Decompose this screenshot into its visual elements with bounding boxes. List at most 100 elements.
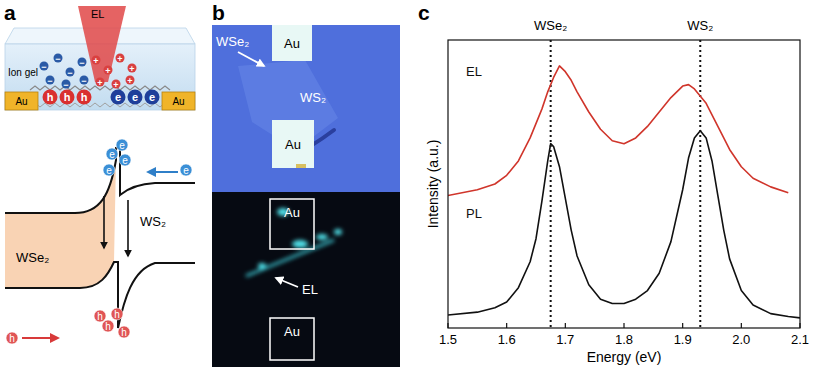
x-tick xyxy=(506,323,507,328)
anion xyxy=(66,68,75,77)
hole-label: h xyxy=(114,309,120,320)
x-tick-label: 1.6 xyxy=(498,332,516,347)
electron-label: e xyxy=(109,149,115,160)
electrode xyxy=(272,120,314,168)
x-axis-label: Energy (eV) xyxy=(587,349,662,365)
x-tick-label: 2.1 xyxy=(791,332,809,347)
electron-label: e xyxy=(183,165,189,176)
panel-label: b xyxy=(212,1,225,24)
cation-sign: + xyxy=(97,78,102,88)
x-tick xyxy=(565,323,566,328)
x-tick xyxy=(682,323,683,328)
flake-arrow xyxy=(238,52,264,66)
electrode-label: Au xyxy=(285,137,301,152)
electron xyxy=(119,154,131,166)
wse2-region xyxy=(5,160,116,288)
electrode-outline xyxy=(270,318,314,360)
anion-sign: − xyxy=(41,62,46,72)
x-tick xyxy=(623,323,624,328)
plot-frame xyxy=(448,40,800,328)
spectrum-line xyxy=(448,131,800,318)
cation xyxy=(128,64,137,73)
hole-label: h xyxy=(9,333,15,344)
cation-sign: + xyxy=(113,80,118,90)
cation xyxy=(112,80,121,89)
electron-label: e xyxy=(149,91,155,103)
anion-sign: − xyxy=(79,58,84,68)
anion-sign: − xyxy=(67,68,72,78)
cation-sign: + xyxy=(129,64,134,74)
panel-b: bAuAuWSe₂WS₂AuAuEL xyxy=(212,1,400,367)
electron-label: e xyxy=(106,165,112,176)
hole xyxy=(102,320,114,332)
hole xyxy=(77,90,92,105)
anion xyxy=(80,76,89,85)
hole xyxy=(111,308,123,320)
hole xyxy=(60,90,75,105)
electron xyxy=(128,90,143,105)
electrode-label: Au xyxy=(172,96,184,107)
electrode-label: Au xyxy=(15,96,27,107)
electron xyxy=(145,90,160,105)
gel-label: Ion gel xyxy=(8,67,38,78)
hole-label: h xyxy=(47,91,54,103)
panel-a: aELIon gelAuAu−−−−−−−+++++++hhheeeWSe₂WS… xyxy=(4,1,195,344)
series-label: PL xyxy=(466,206,482,221)
electron xyxy=(111,90,126,105)
anion-sign: − xyxy=(63,80,68,90)
anion xyxy=(40,62,49,71)
panel-label: c xyxy=(418,1,430,24)
x-tick-label: 1.7 xyxy=(556,332,574,347)
el-beam xyxy=(78,6,126,82)
conduction-band xyxy=(5,148,195,213)
el-spot xyxy=(292,240,308,248)
cation xyxy=(126,76,135,85)
anion xyxy=(78,58,87,67)
el-streak xyxy=(246,240,334,276)
electron xyxy=(103,164,115,176)
el-spot xyxy=(316,234,328,240)
cation xyxy=(92,56,101,65)
panel-label: a xyxy=(4,1,16,24)
reference-label: WSe₂ xyxy=(534,18,567,33)
electron-label: e xyxy=(132,91,138,103)
cation xyxy=(116,54,125,63)
cation xyxy=(104,66,113,75)
reference-label: WS₂ xyxy=(687,18,713,33)
hole-label: h xyxy=(97,311,103,322)
x-tick-label: 1.9 xyxy=(674,332,692,347)
valence-band xyxy=(5,262,195,328)
anion-sign: − xyxy=(47,76,52,86)
electron-flow xyxy=(148,171,178,173)
electrode xyxy=(272,25,312,61)
electron-label: e xyxy=(115,91,121,103)
panel-c: cWSe₂WS₂ELPL1.51.61.71.81.92.02.1Energy … xyxy=(418,1,809,365)
anion-sign: − xyxy=(55,54,60,64)
electron-label: e xyxy=(122,155,128,166)
el-label: EL xyxy=(302,282,318,297)
contact-edge xyxy=(296,164,306,168)
hole xyxy=(118,326,130,338)
recombination-arrow xyxy=(127,200,129,256)
x-tick-label: 1.8 xyxy=(615,332,633,347)
band-label: WS₂ xyxy=(140,214,166,229)
electron-label: e xyxy=(119,140,125,151)
hole-label: h xyxy=(81,91,88,103)
plot-area xyxy=(448,66,800,318)
spectrum-line xyxy=(448,66,788,196)
hole xyxy=(94,310,106,322)
hole xyxy=(6,332,18,344)
electrode-outline xyxy=(270,199,314,249)
cation xyxy=(96,78,105,87)
x-tick-label: 1.5 xyxy=(439,332,457,347)
el-spot xyxy=(334,229,342,235)
flake-label: WSe₂ xyxy=(216,34,249,49)
cation-sign: + xyxy=(127,76,132,86)
figure: aELIon gelAuAu−−−−−−−+++++++hhheeeWSe₂WS… xyxy=(0,0,819,367)
electrode xyxy=(162,92,195,110)
el-arrow xyxy=(276,278,298,287)
band-label: WSe₂ xyxy=(16,250,49,265)
cation-sign: + xyxy=(117,54,122,64)
cation-sign: + xyxy=(93,56,98,66)
anion xyxy=(62,80,71,89)
